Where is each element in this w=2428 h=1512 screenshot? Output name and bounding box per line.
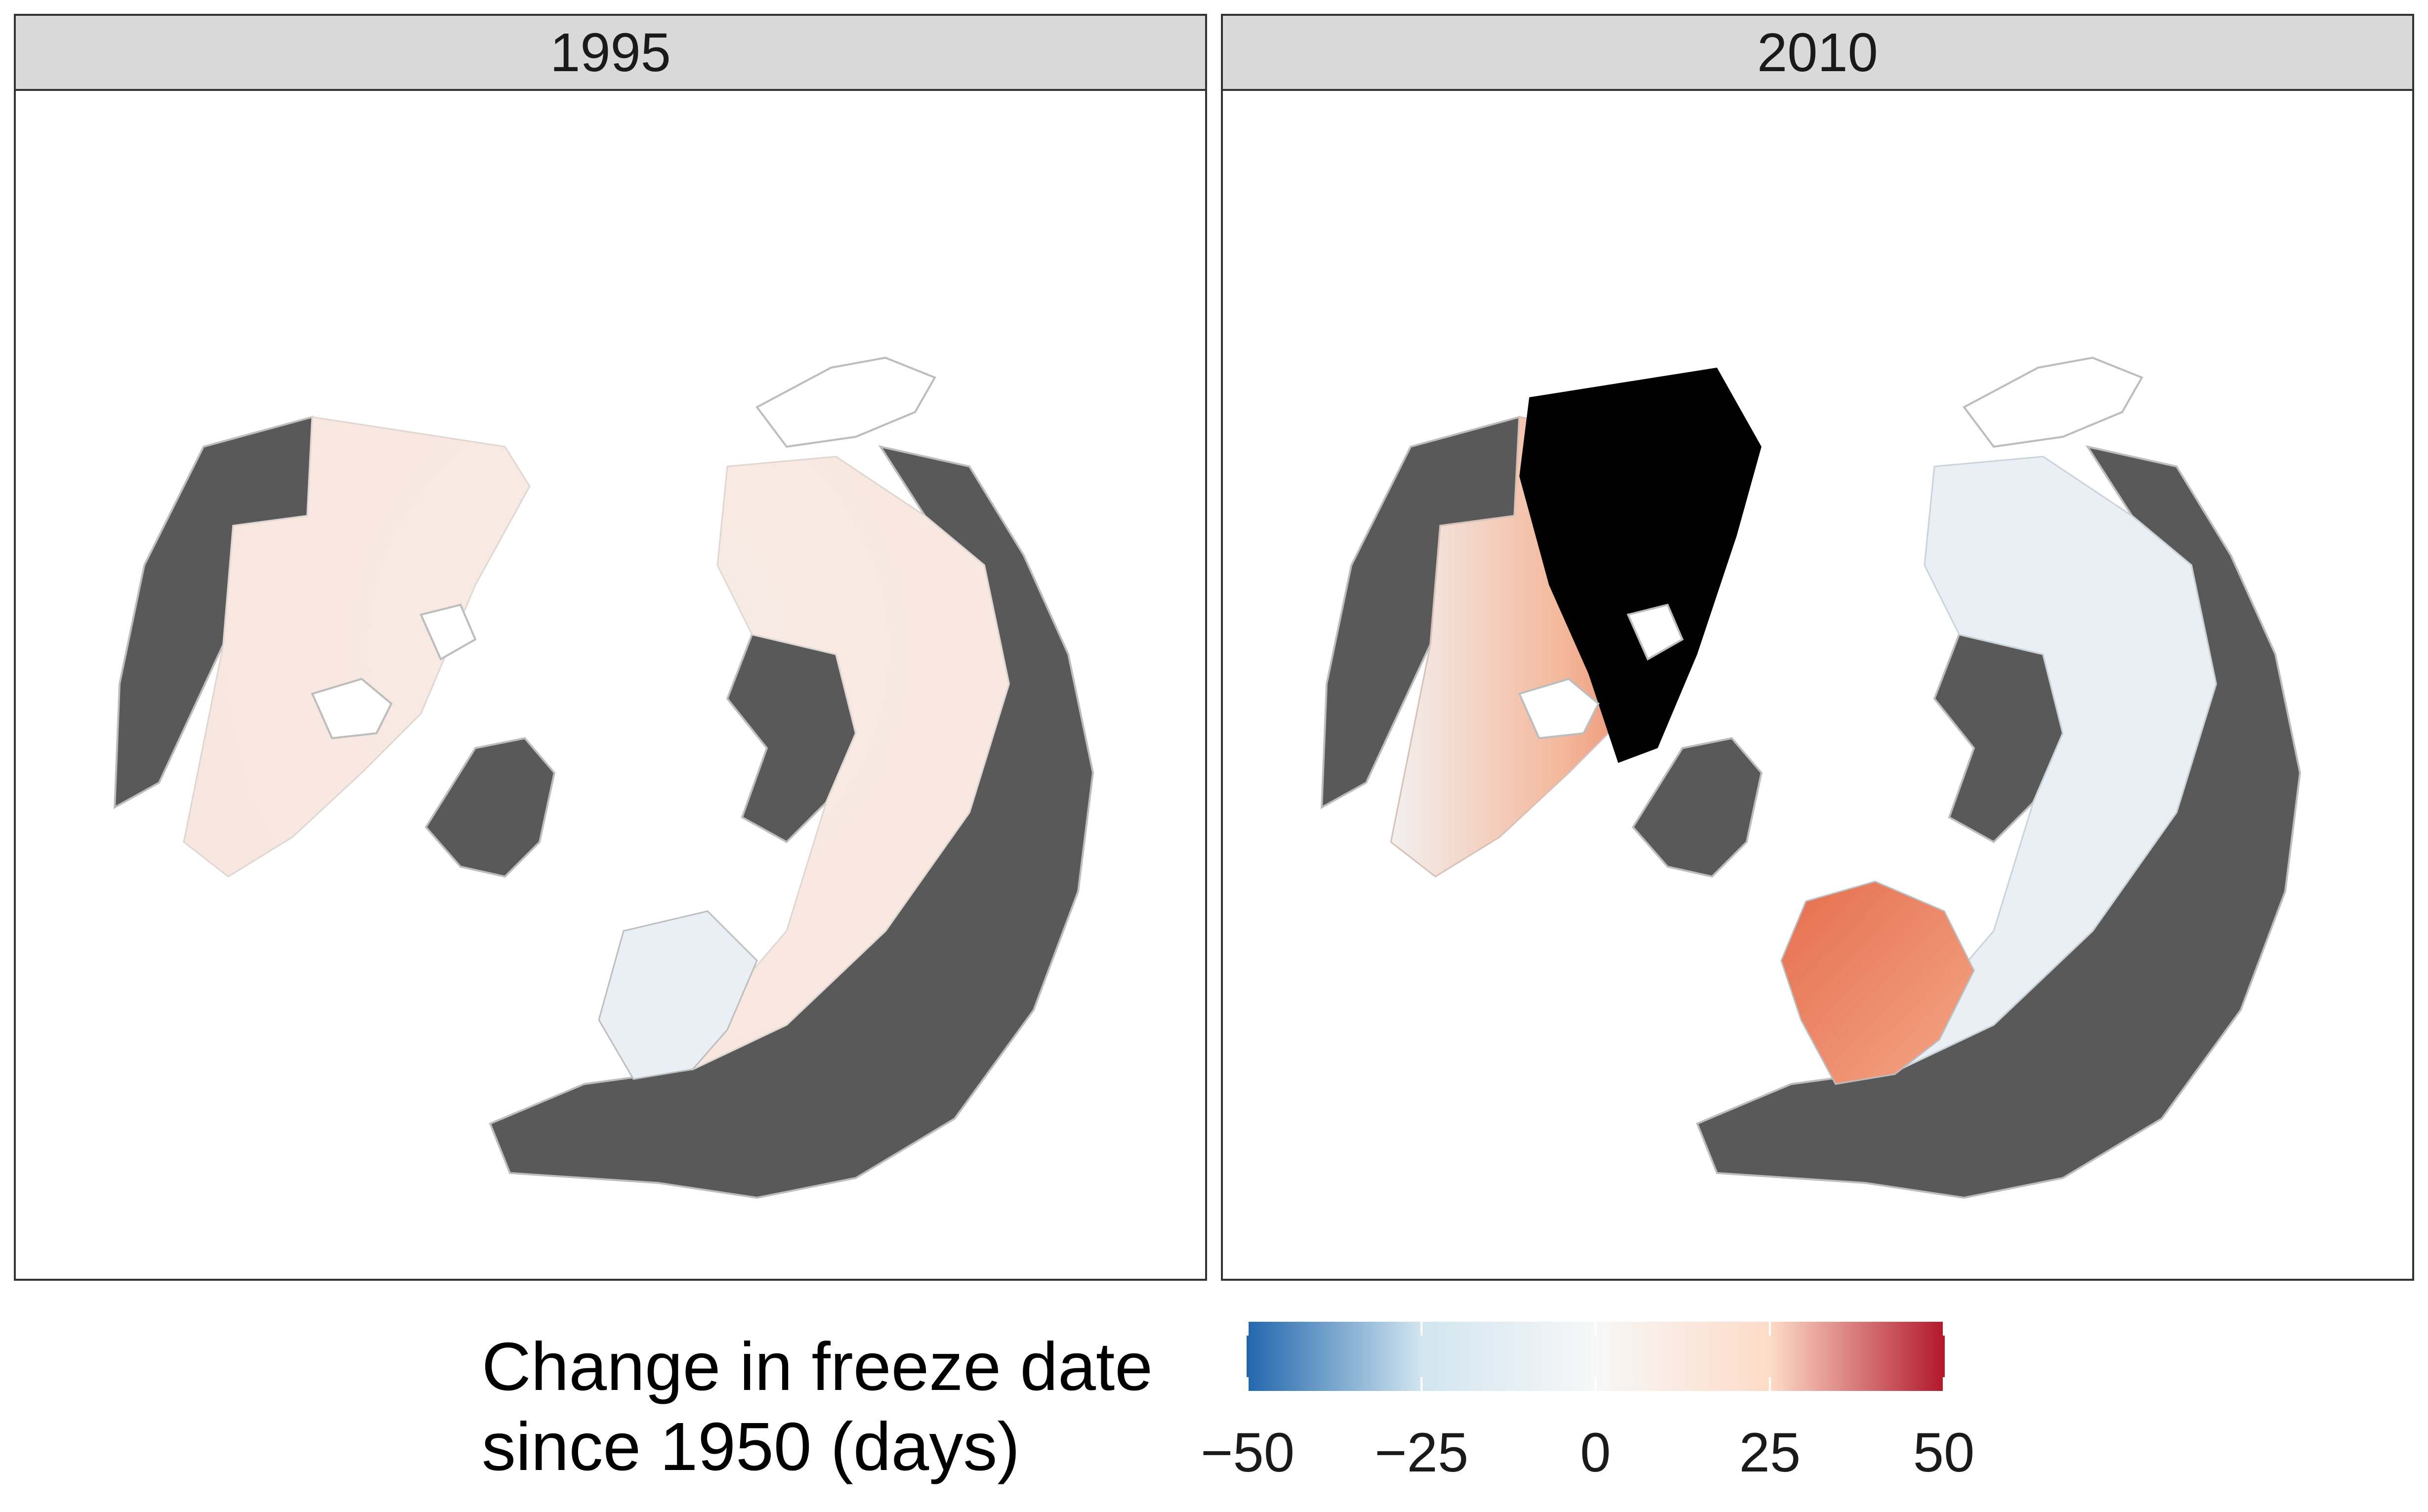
land-greenland [1632, 737, 1763, 878]
legend-title-line2: since 1950 (days) [482, 1409, 1020, 1485]
facet-strip-label: 1995 [16, 16, 1205, 91]
facet-strip-label: 2010 [1223, 16, 2412, 91]
legend-title: Change in freeze date since 1950 (days) [482, 1327, 1153, 1487]
siberia-north-coast [1963, 356, 2143, 448]
data-region-europe [598, 910, 758, 1080]
data-region-north-america [183, 416, 531, 878]
legend-tick-label: 25 [1739, 1422, 1801, 1483]
data-region-europe [1780, 881, 1975, 1085]
siberia-north-coast [755, 356, 936, 448]
polar-map-1995 [113, 356, 1094, 1199]
legend-title-line1: Change in freeze date [482, 1329, 1153, 1405]
legend-tick-label: −25 [1375, 1422, 1468, 1483]
facet-panel-2010: 2010 [1221, 14, 2414, 1281]
colorbar-ticks [1247, 1322, 1945, 1391]
legend-tick-label: 0 [1580, 1422, 1611, 1483]
arctic-islands [1518, 603, 1684, 740]
land-greenland [424, 737, 556, 878]
legend-tick-label: −50 [1201, 1422, 1295, 1483]
polar-map-2010 [1320, 356, 2302, 1199]
legend-tick-label: 50 [1913, 1422, 1975, 1483]
na-cells-region [1519, 368, 1761, 763]
legend-colorbar [1247, 1322, 1945, 1391]
facet-panel-1995: 1995 [14, 14, 1207, 1281]
arctic-islands [311, 603, 477, 740]
